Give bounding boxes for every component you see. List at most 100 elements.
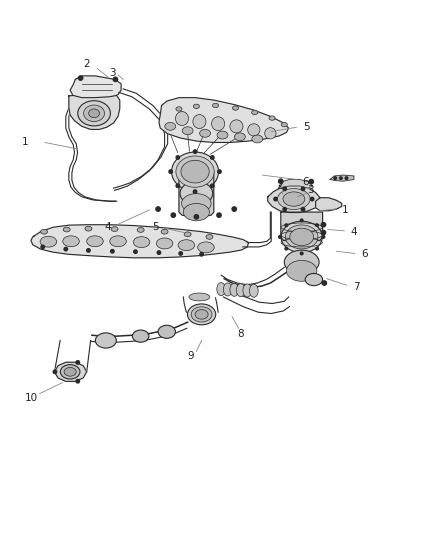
Ellipse shape xyxy=(233,106,239,110)
Circle shape xyxy=(171,213,176,217)
Circle shape xyxy=(339,177,342,180)
Ellipse shape xyxy=(286,261,317,281)
Circle shape xyxy=(134,250,137,254)
Text: 8: 8 xyxy=(237,329,244,339)
Text: 2: 2 xyxy=(83,59,89,69)
Ellipse shape xyxy=(217,282,226,296)
Circle shape xyxy=(217,213,221,217)
Circle shape xyxy=(321,223,325,227)
Ellipse shape xyxy=(248,124,260,136)
Ellipse shape xyxy=(172,152,219,191)
Polygon shape xyxy=(330,175,354,181)
Ellipse shape xyxy=(217,131,228,139)
Circle shape xyxy=(176,184,180,188)
Ellipse shape xyxy=(252,135,263,143)
Circle shape xyxy=(311,197,314,201)
Circle shape xyxy=(111,249,114,253)
Circle shape xyxy=(179,252,183,255)
Ellipse shape xyxy=(41,229,47,234)
Ellipse shape xyxy=(132,330,149,342)
Ellipse shape xyxy=(286,225,318,249)
Ellipse shape xyxy=(193,115,206,128)
Ellipse shape xyxy=(182,127,193,135)
Circle shape xyxy=(78,76,83,80)
Ellipse shape xyxy=(212,117,225,131)
Polygon shape xyxy=(316,198,342,211)
Ellipse shape xyxy=(252,110,258,115)
Circle shape xyxy=(334,177,336,180)
Ellipse shape xyxy=(198,242,214,253)
Circle shape xyxy=(113,77,117,82)
Ellipse shape xyxy=(78,101,110,126)
Ellipse shape xyxy=(156,238,173,249)
Ellipse shape xyxy=(281,123,287,127)
Text: 5: 5 xyxy=(303,122,309,132)
Ellipse shape xyxy=(193,104,199,109)
Text: 9: 9 xyxy=(187,351,194,361)
Ellipse shape xyxy=(269,116,275,120)
Ellipse shape xyxy=(305,273,322,286)
Ellipse shape xyxy=(230,120,243,133)
Ellipse shape xyxy=(243,284,252,297)
Ellipse shape xyxy=(40,236,57,247)
Circle shape xyxy=(200,253,203,256)
Ellipse shape xyxy=(95,333,116,348)
Polygon shape xyxy=(69,95,120,130)
Ellipse shape xyxy=(250,284,258,297)
Polygon shape xyxy=(279,180,313,188)
Circle shape xyxy=(345,177,348,180)
Circle shape xyxy=(193,190,197,193)
Circle shape xyxy=(316,247,318,250)
Ellipse shape xyxy=(63,236,79,247)
Text: 4: 4 xyxy=(105,222,111,232)
Circle shape xyxy=(301,207,305,211)
Circle shape xyxy=(285,224,288,227)
Ellipse shape xyxy=(195,310,208,319)
Circle shape xyxy=(322,236,325,238)
Circle shape xyxy=(316,224,318,227)
Ellipse shape xyxy=(165,123,176,130)
Ellipse shape xyxy=(133,237,150,247)
Ellipse shape xyxy=(278,189,310,209)
Circle shape xyxy=(301,187,305,191)
Ellipse shape xyxy=(290,228,314,246)
Polygon shape xyxy=(281,212,322,243)
Text: 6: 6 xyxy=(303,176,309,187)
Circle shape xyxy=(283,207,286,211)
Circle shape xyxy=(211,156,214,159)
Circle shape xyxy=(211,184,214,188)
Circle shape xyxy=(76,379,80,383)
Ellipse shape xyxy=(87,236,103,247)
Ellipse shape xyxy=(284,250,319,274)
Ellipse shape xyxy=(88,109,99,118)
Ellipse shape xyxy=(181,160,209,183)
Ellipse shape xyxy=(137,228,144,232)
Text: 3: 3 xyxy=(109,68,116,78)
Polygon shape xyxy=(268,186,320,213)
Polygon shape xyxy=(70,76,121,99)
Circle shape xyxy=(279,179,283,183)
Ellipse shape xyxy=(237,284,245,297)
Ellipse shape xyxy=(63,227,70,232)
Circle shape xyxy=(279,236,281,238)
Circle shape xyxy=(300,219,303,222)
Polygon shape xyxy=(54,362,87,382)
Ellipse shape xyxy=(176,111,188,125)
Text: 4: 4 xyxy=(350,227,357,237)
Circle shape xyxy=(176,156,180,159)
Ellipse shape xyxy=(206,235,213,239)
Circle shape xyxy=(193,150,197,154)
Ellipse shape xyxy=(60,365,80,379)
Ellipse shape xyxy=(283,192,305,206)
Ellipse shape xyxy=(191,307,212,322)
Text: 2: 2 xyxy=(277,181,283,191)
Text: 3: 3 xyxy=(307,185,314,195)
Ellipse shape xyxy=(265,128,276,139)
Circle shape xyxy=(41,245,45,249)
Circle shape xyxy=(300,252,303,255)
Ellipse shape xyxy=(187,304,216,325)
Ellipse shape xyxy=(200,130,211,137)
Text: 1: 1 xyxy=(22,138,28,148)
Circle shape xyxy=(232,207,237,211)
Circle shape xyxy=(53,370,57,374)
